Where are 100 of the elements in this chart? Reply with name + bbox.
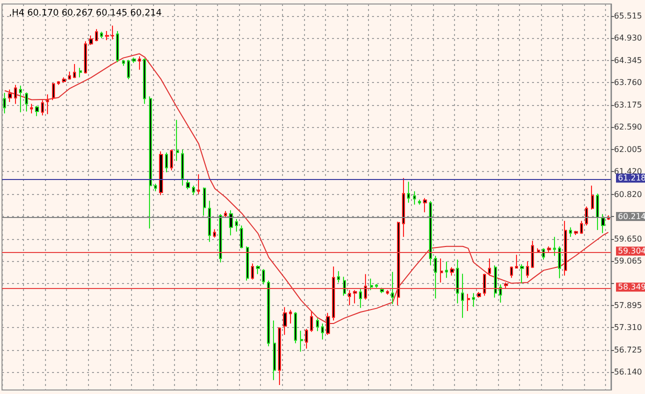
candlestick bbox=[353, 290, 357, 304]
candlestick bbox=[251, 262, 254, 280]
y-tick-label: 59.650 bbox=[614, 234, 642, 244]
candlestick bbox=[154, 183, 157, 192]
candlestick bbox=[273, 320, 276, 381]
candlestick bbox=[294, 312, 297, 344]
y-tick-label: 62.005 bbox=[614, 144, 642, 154]
candlestick bbox=[553, 236, 556, 256]
candlestick bbox=[380, 287, 384, 294]
candlestick bbox=[176, 119, 179, 162]
candlestick bbox=[3, 92, 6, 114]
candlestick bbox=[531, 240, 534, 269]
candlestick bbox=[596, 193, 599, 231]
candlestick bbox=[585, 206, 588, 226]
candlestick bbox=[122, 59, 125, 66]
candlestick bbox=[364, 274, 367, 300]
candlestick bbox=[526, 260, 529, 278]
candlestick bbox=[224, 210, 227, 218]
y-tick-label: 56.140 bbox=[614, 368, 642, 377]
candlestick bbox=[170, 149, 173, 171]
candlestick bbox=[574, 230, 578, 236]
candlestick bbox=[537, 248, 540, 254]
candlestick bbox=[407, 181, 410, 204]
candlestick bbox=[300, 330, 303, 352]
candlestick bbox=[186, 179, 190, 190]
candlestick bbox=[197, 174, 200, 194]
text: ,H4 60.170 60.267 60.145 60.214 bbox=[9, 8, 162, 18]
candlestick bbox=[256, 264, 260, 275]
candlestick bbox=[348, 290, 351, 306]
candlestick bbox=[19, 85, 22, 113]
candlestick bbox=[423, 198, 427, 213]
candlestick bbox=[310, 310, 313, 332]
candlestick bbox=[321, 323, 324, 340]
candlestick bbox=[30, 103, 33, 114]
candlestick bbox=[343, 276, 346, 296]
candlestick bbox=[68, 71, 71, 80]
candlestick bbox=[35, 105, 39, 117]
candlestick bbox=[143, 58, 146, 104]
candlestick bbox=[375, 284, 378, 288]
candlestick bbox=[580, 220, 583, 234]
candlestick bbox=[181, 149, 184, 186]
candlestick bbox=[289, 309, 292, 324]
candlestick bbox=[488, 258, 491, 276]
candlestick bbox=[84, 40, 87, 74]
candlestick bbox=[267, 280, 270, 347]
candlestick bbox=[386, 290, 389, 296]
y-tick-label: 57.310 bbox=[614, 323, 642, 332]
candlestick bbox=[359, 288, 362, 308]
candlestick bbox=[456, 259, 459, 304]
candlestick bbox=[62, 76, 66, 84]
candlestick bbox=[515, 254, 518, 269]
candlestick bbox=[499, 284, 502, 304]
candlestick bbox=[229, 210, 233, 236]
candlestick bbox=[14, 84, 17, 104]
candlestick bbox=[397, 221, 400, 306]
candlestick bbox=[25, 92, 28, 112]
candlestick bbox=[246, 246, 249, 282]
candlestick bbox=[510, 266, 513, 278]
candlestick bbox=[472, 292, 475, 308]
candlestick bbox=[332, 266, 335, 321]
candlestick bbox=[192, 185, 195, 196]
candlestick bbox=[326, 312, 330, 336]
candlestick bbox=[127, 59, 130, 80]
line-series bbox=[4, 53, 609, 324]
candlestick bbox=[402, 178, 405, 238]
candlestick bbox=[569, 226, 572, 238]
candlestick bbox=[203, 187, 206, 216]
candlestick bbox=[219, 214, 222, 263]
candlestick bbox=[8, 88, 12, 103]
candlestick bbox=[445, 261, 448, 278]
candlestick bbox=[413, 190, 416, 206]
candlestick bbox=[149, 96, 152, 230]
candlestick bbox=[547, 246, 551, 253]
candlestick bbox=[111, 25, 114, 40]
candlestick bbox=[105, 30, 109, 41]
candlestick bbox=[494, 264, 497, 298]
candlestick bbox=[283, 306, 287, 336]
y-tick-label: 65.515 bbox=[614, 11, 642, 20]
candlestick bbox=[418, 199, 421, 206]
y-tick-label: 59.065 bbox=[614, 256, 642, 266]
candlestick bbox=[116, 30, 119, 63]
y-tick-label: 64.345 bbox=[614, 56, 642, 65]
candlestick bbox=[73, 64, 76, 79]
candlestick bbox=[89, 35, 93, 46]
candlestick bbox=[337, 270, 340, 283]
candlestick bbox=[434, 255, 437, 299]
y-tick-label: 63.760 bbox=[614, 78, 642, 88]
candlestick bbox=[79, 67, 82, 78]
candlestick bbox=[520, 264, 524, 284]
candlestick bbox=[159, 150, 163, 196]
candlestick bbox=[391, 271, 394, 305]
candlestick bbox=[601, 214, 605, 234]
candlestick bbox=[208, 200, 211, 242]
candlestick bbox=[240, 224, 243, 249]
candlestick bbox=[305, 328, 308, 350]
candlestick bbox=[558, 246, 561, 279]
candlestick bbox=[138, 56, 141, 70]
candlestick bbox=[235, 218, 238, 232]
candlestick bbox=[100, 31, 103, 39]
candlestick bbox=[278, 326, 281, 386]
